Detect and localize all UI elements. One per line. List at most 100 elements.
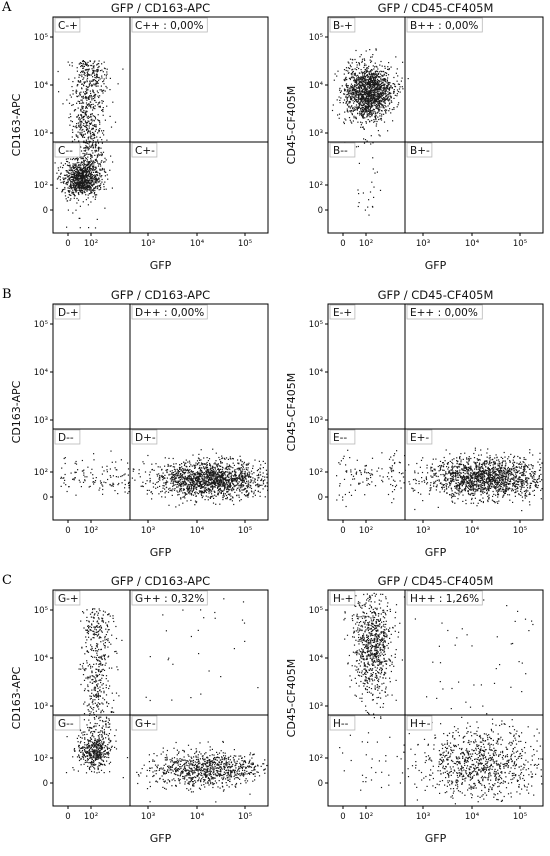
data-point: [99, 124, 100, 125]
data-point: [104, 161, 105, 162]
data-point: [340, 97, 341, 98]
data-point: [531, 471, 532, 472]
data-point: [86, 97, 87, 98]
data-point: [217, 478, 218, 479]
data-point: [263, 481, 264, 482]
data-point: [197, 460, 198, 461]
data-point: [84, 74, 85, 75]
data-point: [261, 485, 262, 486]
data-point: [366, 82, 367, 83]
data-point: [180, 482, 181, 483]
data-point: [204, 477, 205, 478]
data-point: [72, 177, 73, 178]
data-point: [364, 80, 365, 81]
data-point: [368, 105, 369, 106]
data-point: [104, 182, 105, 183]
data-point: [84, 147, 85, 148]
data-point: [369, 94, 370, 95]
data-point: [248, 493, 249, 494]
data-point: [180, 497, 181, 498]
data-point: [339, 118, 340, 119]
data-point: [88, 187, 89, 188]
data-point: [371, 76, 372, 77]
data-point: [193, 495, 194, 496]
data-point: [357, 113, 358, 114]
data-point: [347, 104, 348, 105]
data-point: [94, 77, 95, 78]
data-point: [247, 473, 248, 474]
data-point: [239, 481, 240, 482]
data-point: [67, 176, 68, 177]
data-point: [86, 127, 87, 128]
data-point: [364, 102, 365, 103]
data-point: [88, 154, 89, 155]
data-point: [192, 480, 193, 481]
data-point: [381, 104, 382, 105]
data-point: [181, 463, 182, 464]
data-point: [376, 106, 377, 107]
data-point: [102, 168, 103, 169]
data-point: [86, 199, 87, 200]
data-point: [105, 86, 106, 87]
data-point: [402, 86, 403, 87]
data-point: [92, 170, 93, 171]
data-point: [73, 183, 74, 184]
data-point: [200, 491, 201, 492]
data-point: [360, 78, 361, 79]
data-point: [219, 488, 220, 489]
data-point: [101, 76, 102, 77]
data-point: [209, 465, 210, 466]
x-tick-label: 10³: [416, 239, 430, 249]
data-point: [358, 193, 359, 194]
data-point: [79, 188, 80, 189]
data-point: [376, 67, 377, 68]
data-point: [87, 121, 88, 122]
data-point: [219, 465, 220, 466]
data-point: [97, 119, 98, 120]
data-point: [252, 473, 253, 474]
data-point: [95, 118, 96, 119]
data-point: [99, 178, 100, 179]
data-point: [200, 469, 201, 470]
data-point: [367, 104, 368, 105]
data-point: [187, 462, 188, 463]
data-point: [81, 127, 82, 128]
data-point: [206, 478, 207, 479]
data-point: [74, 165, 75, 166]
data-point: [363, 115, 364, 116]
data-point: [96, 174, 97, 175]
data-point: [94, 155, 95, 156]
x-axis-label: GFP: [425, 259, 447, 272]
data-point: [219, 491, 220, 492]
quadrant-label: B+-: [410, 145, 430, 157]
data-point: [370, 62, 371, 63]
data-point: [245, 488, 246, 489]
plot-title: GFP / CD163-APC: [111, 288, 210, 302]
data-point: [169, 474, 170, 475]
data-point: [255, 482, 256, 483]
data-point: [61, 477, 62, 478]
data-point: [65, 192, 66, 193]
plot-frame: [53, 17, 268, 233]
data-point: [166, 491, 167, 492]
data-point: [118, 483, 119, 484]
data-point: [354, 84, 355, 85]
data-point: [371, 106, 372, 107]
data-point: [143, 486, 144, 487]
data-point: [73, 184, 74, 185]
data-point: [377, 94, 378, 95]
data-point: [76, 123, 77, 124]
data-point: [202, 480, 203, 481]
data-point: [173, 481, 174, 482]
data-point: [227, 479, 228, 480]
data-point: [356, 97, 357, 98]
data-point: [90, 173, 91, 174]
data-point: [115, 461, 116, 462]
data-point: [386, 87, 387, 88]
data-point: [194, 487, 195, 488]
data-point: [238, 476, 239, 477]
data-point: [215, 486, 216, 487]
data-point: [243, 478, 244, 479]
data-point: [228, 480, 229, 481]
data-point: [62, 478, 63, 479]
